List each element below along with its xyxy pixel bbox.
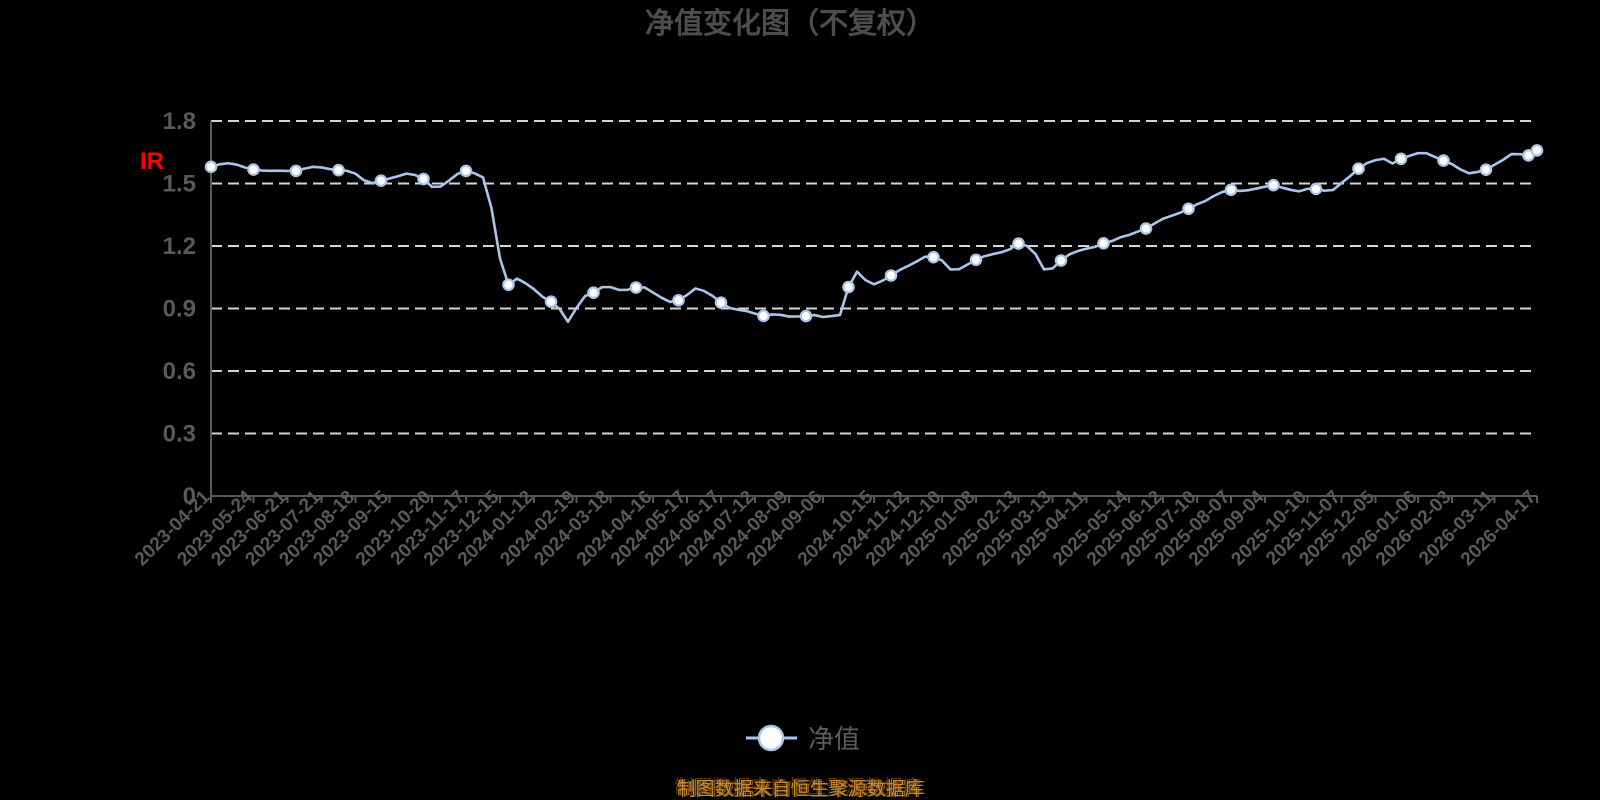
- svg-text:0.3: 0.3: [163, 421, 196, 448]
- svg-text:1.5: 1.5: [163, 171, 196, 198]
- svg-text:IR: IR: [140, 148, 164, 175]
- svg-text:净值变化图（不复权）: 净值变化图（不复权）: [645, 6, 935, 40]
- svg-text:0.6: 0.6: [163, 358, 196, 385]
- svg-text:0.9: 0.9: [163, 296, 196, 323]
- svg-text:1.8: 1.8: [163, 108, 196, 135]
- svg-text:1.2: 1.2: [163, 233, 196, 260]
- svg-text:制图数据来自恒生聚源数据库: 制图数据来自恒生聚源数据库: [674, 776, 921, 798]
- svg-text:净值: 净值: [808, 724, 860, 754]
